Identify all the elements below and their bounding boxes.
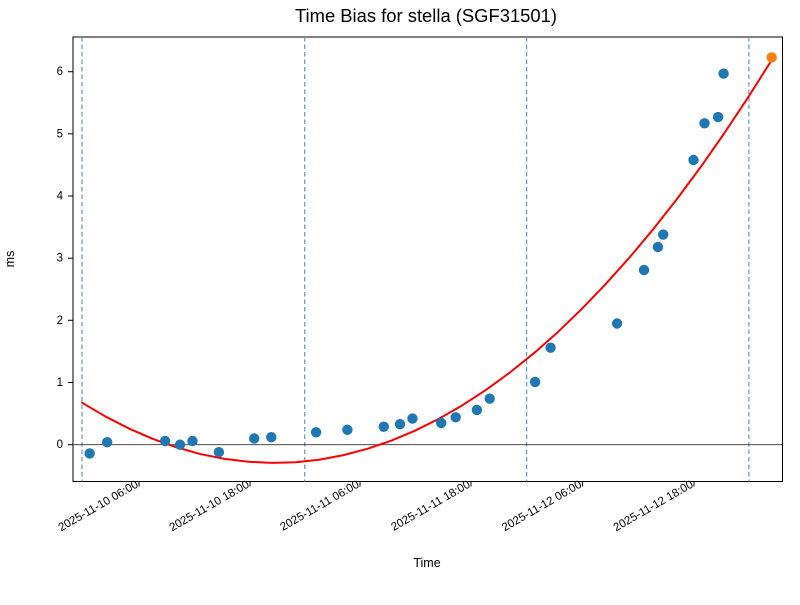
svg-text:2: 2 [57, 315, 63, 327]
svg-text:1: 1 [57, 377, 63, 389]
svg-text:4: 4 [57, 191, 64, 203]
svg-text:6: 6 [57, 66, 63, 78]
svg-text:Time: Time [413, 556, 440, 570]
svg-text:5: 5 [57, 128, 63, 140]
svg-text:ms: ms [3, 251, 17, 268]
svg-text:0: 0 [57, 439, 63, 451]
svg-text:3: 3 [57, 253, 63, 265]
svg-text:Time Bias for stella (SGF31501: Time Bias for stella (SGF31501) [295, 5, 557, 26]
